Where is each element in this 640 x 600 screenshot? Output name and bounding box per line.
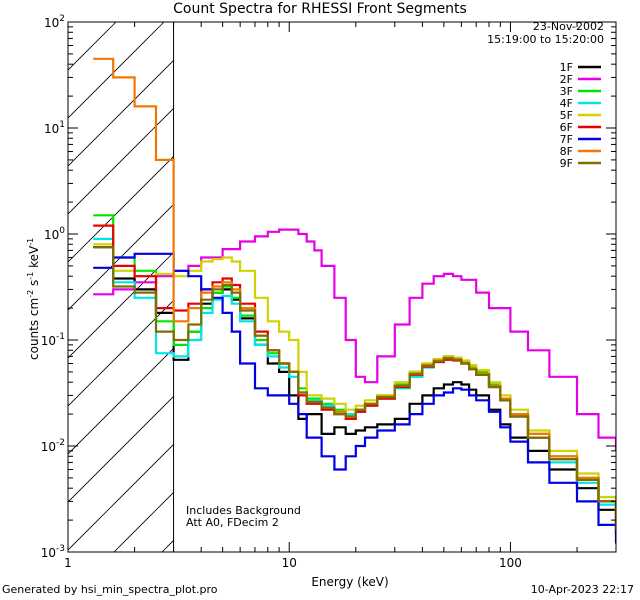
series-line-5F (93, 243, 616, 521)
y-tick-label: 10-2 (41, 438, 65, 454)
x-tick-label: 10 (282, 556, 297, 570)
attenuator-note: Att A0, FDecim 2 (186, 516, 279, 529)
background-note: Includes Background (186, 504, 301, 517)
hatch-line (68, 59, 174, 167)
legend-label-3F: 3F (560, 85, 573, 98)
y-tick-label: 100 (44, 226, 65, 242)
series-line-6F (93, 224, 616, 531)
legend-label-5F: 5F (560, 109, 573, 122)
hatch-line (68, 22, 165, 119)
series-line-2F (93, 228, 616, 451)
series-line-9F (93, 246, 616, 531)
legend-label-7F: 7F (560, 133, 573, 146)
y-tick-label: 10-3 (41, 544, 65, 560)
series-line-3F (93, 214, 616, 525)
series-line-1F (93, 246, 616, 534)
observation-time-range: 15:19:00 to 15:20:00 (487, 33, 604, 46)
hatch-line (68, 107, 174, 215)
y-axis-label: counts cm-2 s-1 keV-1 (26, 237, 41, 360)
hatch-line (68, 251, 174, 359)
timestamp-footer: 10-Apr-2023 22:17 (530, 583, 634, 596)
hatch-line (68, 443, 174, 551)
generator-footer: Generated by hsi_min_spectra_plot.pro (2, 583, 218, 596)
observation-info: 23-Nov-2002 15:19:00 to 15:20:00 (487, 20, 604, 46)
observation-date: 23-Nov-2002 (532, 20, 604, 33)
x-tick-label: 1 (64, 556, 72, 570)
hatch-line (68, 155, 174, 263)
hatch-line (68, 347, 174, 455)
series-line-4F (93, 237, 616, 534)
y-tick-label: 10-1 (41, 332, 65, 348)
legend-label-6F: 6F (560, 121, 573, 134)
hatched-region (68, 22, 174, 552)
axis-ticks: 1 10 100 10-3 10-2 10-1 100 101 102 (41, 14, 617, 570)
legend-label-8F: 8F (560, 145, 573, 158)
plot-frame (67, 21, 617, 553)
legend-label-9F: 9F (560, 157, 573, 170)
hatch-line (68, 395, 174, 503)
legend-label-4F: 4F (560, 97, 573, 110)
x-tick-label: 100 (499, 556, 522, 570)
hatch-line (68, 203, 174, 311)
plot-notes: Includes Background Att A0, FDecim 2 (186, 505, 301, 529)
hatch-line (68, 22, 117, 71)
series-layer (93, 57, 616, 544)
x-axis-label: Energy (keV) (311, 575, 389, 589)
chart-title: Count Spectra for RHESSI Front Segments (173, 1, 467, 17)
y-tick-label: 102 (44, 14, 65, 30)
legend-label-2F: 2F (560, 73, 573, 86)
legend-label-1F: 1F (560, 61, 573, 74)
y-tick-label: 101 (44, 120, 65, 136)
